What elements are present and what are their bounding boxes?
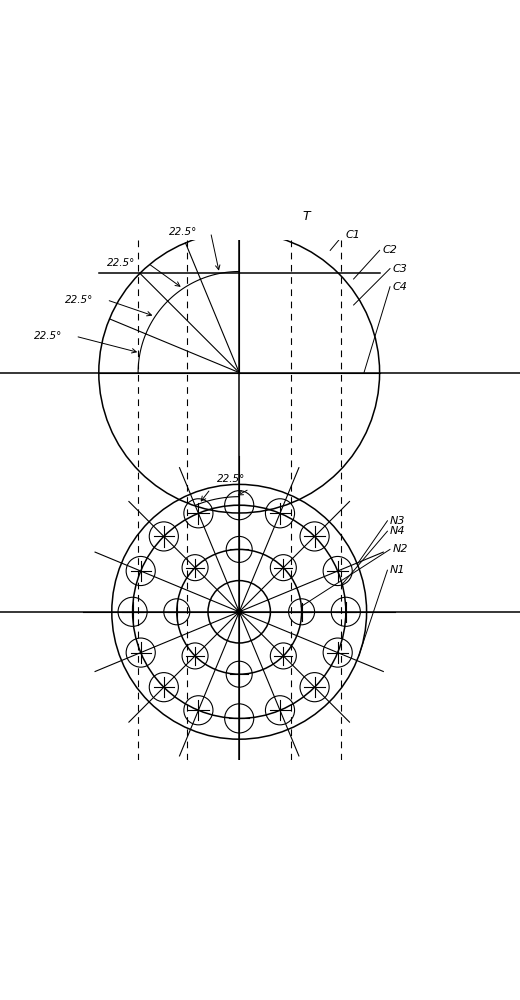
Text: T: T	[303, 210, 310, 223]
Text: 22.5°: 22.5°	[107, 258, 135, 268]
Text: N4: N4	[390, 526, 406, 536]
Text: 22.5°: 22.5°	[217, 474, 245, 484]
Circle shape	[237, 609, 242, 614]
Text: 22.5°: 22.5°	[169, 227, 198, 237]
Text: N1: N1	[390, 565, 406, 575]
Text: C2: C2	[382, 245, 397, 255]
Text: N2: N2	[393, 544, 408, 554]
Text: N3: N3	[390, 516, 406, 526]
Text: 22.5°: 22.5°	[34, 331, 62, 341]
Text: C4: C4	[393, 282, 408, 292]
Text: C3: C3	[393, 264, 408, 274]
Text: 22.5°: 22.5°	[65, 295, 94, 305]
Text: C1: C1	[346, 230, 361, 240]
